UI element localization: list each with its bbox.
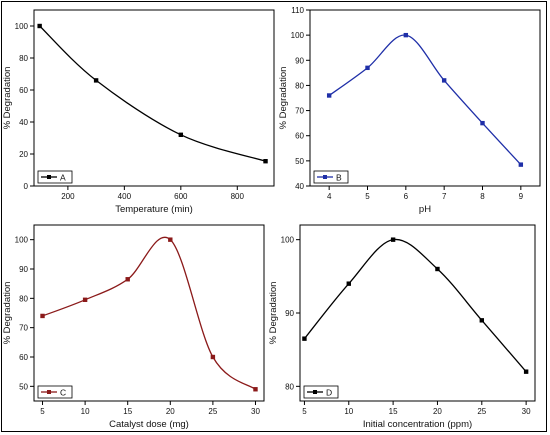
x-tick-label: 7 [442, 192, 447, 201]
x-tick-label: 10 [344, 407, 353, 416]
data-point [523, 369, 529, 374]
y-axis-label: % Degradation [2, 67, 13, 130]
y-tick-label: 80 [19, 294, 28, 303]
y-tick-label: 90 [19, 265, 28, 274]
data-point [82, 297, 88, 302]
data-point [302, 336, 307, 341]
y-tick-label: 70 [295, 107, 304, 116]
x-tick-label: 20 [433, 407, 442, 416]
y-tick-label: 70 [19, 324, 28, 333]
x-axis-label: pH [419, 204, 431, 215]
y-tick-label: 60 [19, 353, 28, 362]
y-tick-label: 90 [285, 309, 294, 318]
x-tick-label: 6 [404, 192, 409, 201]
y-axis-label: % Degradation [278, 67, 289, 130]
x-tick-label: 25 [208, 407, 217, 416]
x-tick-label: 15 [389, 407, 398, 416]
x-tick-label: 30 [522, 407, 531, 416]
legend-swatch-marker [47, 175, 51, 179]
x-tick-label: 9 [519, 192, 524, 201]
data-point [37, 23, 42, 29]
x-tick-label: 20 [166, 407, 175, 416]
x-tick-label: 10 [81, 407, 90, 416]
data-point [210, 354, 216, 360]
y-axis-label: % Degradation [268, 282, 279, 345]
data-point [435, 266, 440, 272]
plot-area-frame [309, 9, 541, 187]
x-tick-label: 5 [302, 407, 307, 416]
y-tick-label: 80 [285, 382, 294, 391]
plot-area-frame [33, 224, 265, 402]
x-tick-label: 15 [123, 407, 132, 416]
series-line-B [328, 34, 522, 166]
data-point [365, 65, 370, 71]
y-tick-label: 100 [281, 236, 295, 245]
data-point [480, 120, 485, 126]
y-axis-label: % Degradation [2, 282, 13, 345]
legend-swatch-marker [47, 390, 51, 394]
y-tick-label: 100 [15, 22, 29, 31]
series-line-A [39, 25, 266, 162]
data-point [263, 159, 268, 164]
legend-label: A [60, 173, 66, 183]
data-point [178, 132, 184, 137]
chart-panel-3: 5 10 15 20 25 30 50 60 70 80 90 100 Catalyst dose (m… [2, 224, 265, 430]
data-point [168, 237, 173, 242]
x-tick-label: 5 [365, 192, 370, 201]
data-point [40, 313, 45, 319]
x-tick-label: 200 [61, 192, 75, 201]
y-tick-label: 50 [295, 157, 304, 166]
y-tick-label: 100 [291, 31, 305, 40]
x-tick-label: 8 [480, 192, 485, 201]
y-tick-label: 60 [295, 132, 304, 141]
chart-panel-1: 200 400 600 800 0 20 40 60 80 100 Temperature (min… [2, 9, 275, 215]
data-point [125, 277, 130, 282]
data-point [390, 237, 396, 242]
plot-area-frame [33, 9, 275, 187]
x-tick-label: 400 [118, 192, 132, 201]
data-point [253, 387, 258, 392]
x-axis-label: Temperature (min) [115, 204, 193, 215]
x-tick-label: 600 [174, 192, 188, 201]
data-point [346, 281, 351, 286]
chart-panel-2: 4 5 6 7 8 9 40 50 60 70 80 90 100 110 pH % Degradation B [278, 6, 541, 215]
x-axis-label: Initial concentration (ppm) [363, 419, 472, 430]
x-tick-label: 4 [327, 192, 332, 201]
y-tick-label: 80 [295, 81, 304, 90]
y-tick-label: 110 [291, 6, 304, 15]
legend-label: C [60, 388, 66, 398]
data-point [93, 78, 99, 83]
y-tick-label: 80 [19, 54, 28, 63]
series-line-C [42, 236, 256, 390]
y-tick-label: 40 [19, 118, 28, 127]
plot-area-frame [299, 224, 536, 402]
series-line-D [303, 239, 527, 373]
legend-label: D [326, 388, 332, 398]
data-point [326, 93, 332, 98]
y-tick-label: 0 [24, 182, 29, 191]
y-tick-label: 50 [19, 382, 28, 391]
chart-panel-4: 5 10 15 20 25 30 80 90 100 Initial concentration … [268, 224, 536, 430]
legend-swatch-marker [313, 390, 317, 394]
data-point [403, 32, 409, 38]
x-tick-label: 5 [40, 407, 45, 416]
y-tick-label: 90 [295, 56, 304, 65]
y-tick-label: 100 [15, 236, 29, 245]
x-axis-label: Catalyst dose (mg) [109, 419, 189, 430]
x-tick-label: 800 [231, 192, 245, 201]
y-tick-label: 60 [19, 86, 28, 95]
y-tick-label: 40 [295, 182, 304, 191]
legend-swatch-marker [323, 175, 327, 179]
legend-label: B [336, 173, 342, 183]
data-point [518, 162, 524, 167]
x-tick-label: 25 [477, 407, 486, 416]
data-point [441, 78, 447, 83]
x-tick-label: 30 [251, 407, 260, 416]
data-point [479, 318, 484, 323]
y-tick-label: 20 [19, 150, 28, 159]
